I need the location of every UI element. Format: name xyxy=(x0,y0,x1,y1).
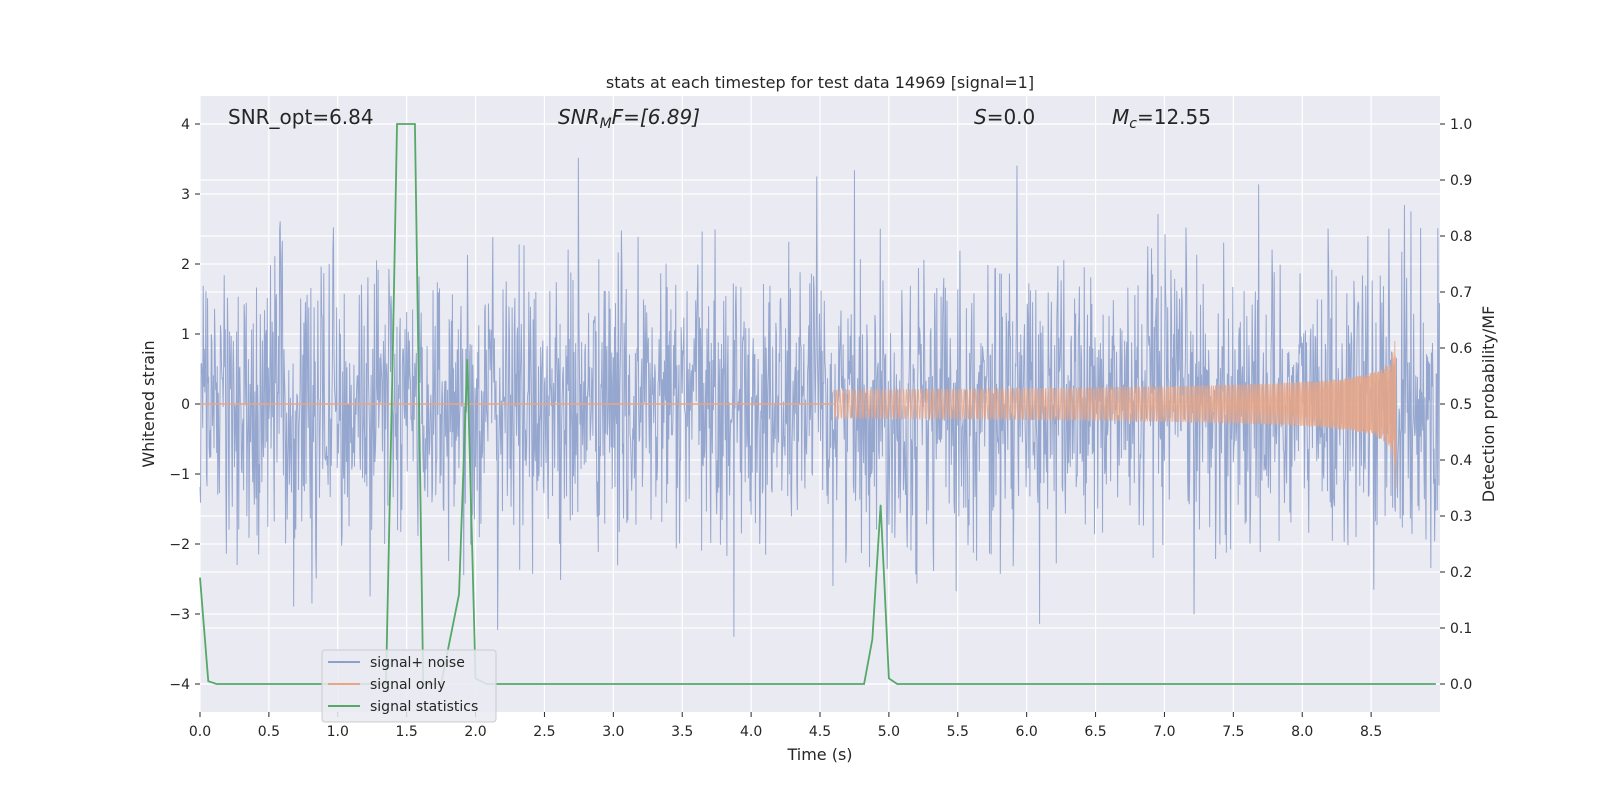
y-tick-label-4: 0 xyxy=(181,397,190,413)
x-tick-label-6: 3.0 xyxy=(602,724,624,740)
series-signal-statistics xyxy=(199,123,1436,685)
annotation-snr-opt: SNR_opt=6.84 xyxy=(228,105,374,129)
x-tick-label-16: 8.0 xyxy=(1291,724,1313,740)
x-tick-label-4: 2.0 xyxy=(464,724,486,740)
y-right-tick-label-2: 0.2 xyxy=(1450,565,1472,581)
annotation-mc: Mc=12.55 xyxy=(1112,105,1211,132)
legend-label-signal-only: signal only xyxy=(370,677,445,693)
annotation-s: S=0.0 xyxy=(974,105,1035,129)
annotation-mc-sub: c xyxy=(1129,116,1137,132)
y-tick-label-5: 1 xyxy=(181,327,190,343)
y-tick-label-1: −3 xyxy=(169,607,190,623)
x-tick-label-5: 2.5 xyxy=(533,724,555,740)
annotation-snr-mf-f: F=[6.89] xyxy=(612,105,700,129)
x-tick-label-14: 7.0 xyxy=(1153,724,1175,740)
y-axis-label-right: Detection probability/MF xyxy=(1479,306,1498,503)
x-tick-label-8: 4.0 xyxy=(740,724,762,740)
x-tick-label-15: 7.5 xyxy=(1222,724,1244,740)
x-tick-label-3: 1.5 xyxy=(396,724,418,740)
annotation-s-label: S xyxy=(974,105,987,129)
legend-label-signal-plus-noise: signal+ noise xyxy=(370,655,465,671)
y-right-tick-label-5: 0.5 xyxy=(1450,397,1472,413)
y-tick-label-3: −1 xyxy=(169,467,190,483)
y-axis-ticks-left: −4 −3 −2 −1 0 1 2 3 4 xyxy=(169,117,200,693)
legend: signal+ noise signal only signal statist… xyxy=(321,649,497,723)
y-right-tick-label-0: 0.0 xyxy=(1450,677,1472,693)
y-tick-label-0: −4 xyxy=(169,677,190,693)
x-tick-label-12: 6.0 xyxy=(1016,724,1038,740)
y-right-tick-label-8: 0.8 xyxy=(1450,229,1472,245)
x-tick-label-2: 1.0 xyxy=(327,724,349,740)
y-right-tick-label-3: 0.3 xyxy=(1450,509,1472,525)
x-tick-label-9: 4.5 xyxy=(809,724,831,740)
x-tick-label-0: 0.0 xyxy=(189,724,211,740)
x-tick-label-11: 5.5 xyxy=(947,724,969,740)
y-right-tick-label-7: 0.7 xyxy=(1450,285,1472,301)
x-axis-ticks: 0.0 0.5 1.0 1.5 2.0 2.5 3.0 3.5 4.0 4.5 5.0 5.5 6.0 6… xyxy=(189,712,1382,740)
noise-line xyxy=(199,157,1440,637)
legend-label-signal-statistics: signal statistics xyxy=(370,699,478,715)
x-tick-label-1: 0.5 xyxy=(258,724,280,740)
legend-box xyxy=(321,649,497,723)
y-tick-label-7: 3 xyxy=(181,187,190,203)
annotation-snr-mf-label: SNR xyxy=(558,105,600,129)
annotation-snr-mf-sub: M xyxy=(600,116,612,132)
x-tick-label-7: 3.5 xyxy=(671,724,693,740)
x-tick-label-13: 6.5 xyxy=(1084,724,1106,740)
x-tick-label-17: 8.5 xyxy=(1360,724,1382,740)
y-axis-label-left: Whitened strain xyxy=(139,340,158,467)
annotation-s-value: =0.0 xyxy=(987,105,1036,129)
y-right-tick-label-9: 0.9 xyxy=(1450,173,1472,189)
x-tick-label-10: 5.0 xyxy=(878,724,900,740)
y-axis-ticks-right: 0.0 0.1 0.2 0.3 0.4 0.5 0.6 0.7 0.8 0.9 1.0 xyxy=(1440,117,1472,693)
y-tick-label-8: 4 xyxy=(181,117,190,133)
y-right-tick-label-1: 0.1 xyxy=(1450,621,1472,637)
y-tick-label-6: 2 xyxy=(181,257,190,273)
y-right-tick-label-10: 1.0 xyxy=(1450,117,1472,133)
series-signal-plus-noise xyxy=(199,157,1440,637)
annotation-snr-mf: SNRMF=[6.89] xyxy=(558,105,700,132)
y-right-tick-label-6: 0.6 xyxy=(1450,341,1472,357)
y-right-tick-label-4: 0.4 xyxy=(1450,453,1472,469)
x-axis-label: Time (s) xyxy=(786,745,852,764)
annotation-mc-value: =12.55 xyxy=(1137,105,1211,129)
y-tick-label-2: −2 xyxy=(169,537,190,553)
series-signal-only xyxy=(200,340,1397,489)
annotation-mc-label: M xyxy=(1112,105,1129,129)
chirp-line xyxy=(833,340,1397,489)
statistics-line xyxy=(199,123,1436,685)
chart-title: stats at each timestep for test data 149… xyxy=(606,73,1034,92)
